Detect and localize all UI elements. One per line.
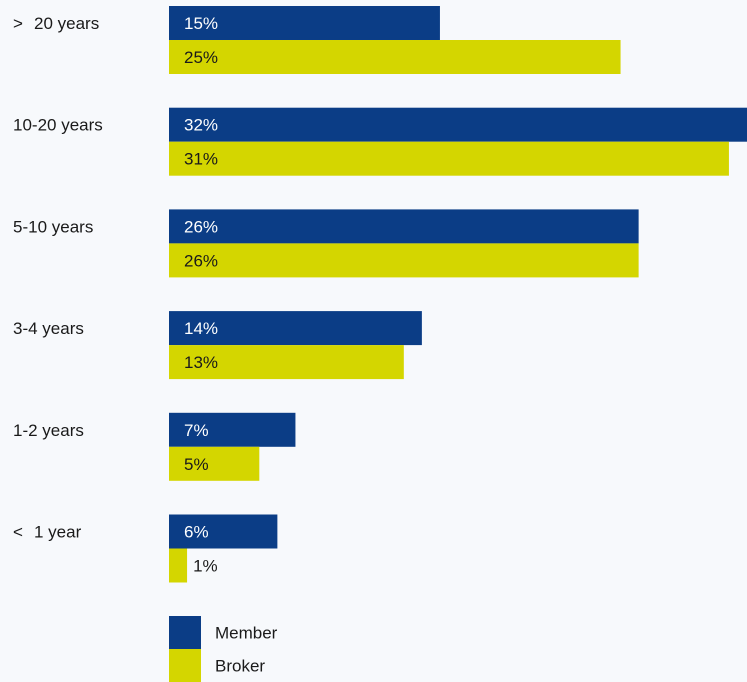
category-label: 10-20 years: [13, 116, 103, 135]
broker-legend-swatch: [169, 649, 201, 682]
member-bar: [169, 209, 639, 244]
member-value-label: 6%: [184, 523, 209, 542]
broker-legend-label: Broker: [215, 657, 265, 676]
bars-layer: 15% 25% 32% 31% 26% 26% 14% 13% 7% 5% 6% 1%: [169, 6, 747, 583]
broker-value-label: 1%: [193, 557, 218, 576]
member-bar: [169, 311, 422, 346]
legend: Member Broker: [169, 616, 278, 682]
member-bar: [169, 412, 296, 447]
category-label: 1-2 years: [13, 421, 84, 440]
member-value-label: 15%: [184, 14, 218, 33]
category-label-symbol: >: [13, 14, 23, 33]
member-legend-label: Member: [215, 624, 278, 643]
category-label: 3-4 years: [13, 319, 84, 338]
broker-bar: [169, 141, 729, 176]
broker-value-label: 25%: [184, 48, 218, 67]
member-bar: [169, 6, 440, 40]
broker-value-label: 13%: [184, 353, 218, 372]
broker-bar: [169, 548, 188, 583]
broker-bar: [169, 243, 639, 278]
member-value-label: 26%: [184, 217, 218, 236]
broker-value-label: 31%: [184, 150, 218, 169]
category-label-symbol: <: [13, 523, 23, 542]
member-value-label: 7%: [184, 421, 209, 440]
member-bar: [169, 514, 278, 549]
member-legend-swatch: [169, 616, 201, 649]
member-value-label: 14%: [184, 319, 218, 338]
member-value-label: 32%: [184, 116, 218, 135]
member-bar: [169, 107, 747, 142]
broker-bar: [169, 40, 621, 74]
broker-bar: [169, 446, 260, 481]
broker-value-label: 5%: [184, 455, 209, 474]
broker-value-label: 26%: [184, 251, 218, 270]
category-label: 5-10 years: [13, 217, 93, 236]
category-label: 20 years: [34, 14, 99, 33]
broker-bar: [169, 345, 404, 380]
category-labels: >20 years 10-20 years 5-10 years 3-4 years 1…: [13, 14, 103, 542]
category-label: 1 year: [34, 523, 82, 542]
